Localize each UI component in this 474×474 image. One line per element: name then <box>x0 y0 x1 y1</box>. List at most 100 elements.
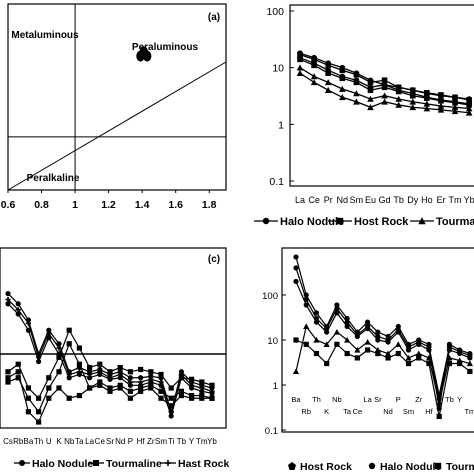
panel-c-legend-marker <box>19 460 25 466</box>
panel-c-point <box>107 388 113 394</box>
panel-c-point <box>66 327 72 333</box>
panel-c-x-tick-label: Nd <box>115 437 125 446</box>
panel-a-frame <box>7 3 227 191</box>
panel-d-point <box>354 332 360 338</box>
panel-b-point <box>296 69 304 76</box>
panel-d-point <box>313 319 320 325</box>
panel-d-y-tick-label: 100 <box>262 291 278 302</box>
panel-b-point <box>437 106 445 113</box>
panel-c-point <box>189 385 195 391</box>
panel-c-point <box>189 392 195 399</box>
panel-c-x-tick-label: Ta <box>75 437 84 446</box>
panel-c-point <box>178 392 184 399</box>
panel-c-point <box>87 375 93 381</box>
panel-b-legend-marker <box>336 217 344 225</box>
panel-b-x-tick-label: Dy <box>407 195 418 205</box>
panel-c-point <box>138 375 144 381</box>
panel-c-point <box>25 395 31 401</box>
panel-c-point <box>168 395 174 401</box>
panel-c-legend-marker <box>93 460 99 466</box>
panel-d-point <box>467 353 473 359</box>
panel-c-point <box>5 379 11 385</box>
panel-d-point <box>292 368 300 375</box>
panel-c-point <box>158 388 164 394</box>
panel-d-point <box>384 350 392 357</box>
panel-d-x-tick-label: Y <box>457 395 462 404</box>
panel-d-point <box>313 310 320 316</box>
panel-b-point <box>423 100 431 107</box>
panel-d-point <box>303 296 309 302</box>
panel-c-x-tick-label: Ce <box>95 437 106 446</box>
panel-c-x-tick-label: Cs <box>3 437 13 446</box>
panel-d-legend-label: Halo Nodule <box>380 461 441 473</box>
panel-c-point <box>5 301 11 307</box>
panel-b-frame <box>289 4 474 187</box>
panel-d-point <box>334 305 340 312</box>
panel-c-x-tick-label: Tm <box>196 437 208 446</box>
panel-c-point <box>138 385 144 391</box>
panel-c-point <box>46 335 52 341</box>
panel-d-point <box>446 354 453 361</box>
panel-d-x-tick-label: K <box>324 407 329 416</box>
panel-b-legend-label: Tourma <box>436 216 474 228</box>
panel-d-point <box>313 336 320 343</box>
panel-c-point <box>25 385 31 391</box>
panel-d-x-tick-label: Hf <box>425 407 433 416</box>
panel-c-point <box>199 379 205 385</box>
panel-d-point <box>324 325 330 332</box>
panel-a-x-tick-label: 1 <box>72 199 78 211</box>
panel-d-point <box>385 333 391 340</box>
panel-b-point <box>409 92 416 99</box>
panel-d-x-tick-label: Tb <box>445 395 454 404</box>
panel-d-legend-marker <box>288 462 296 470</box>
panel-c-point <box>5 375 11 381</box>
panel-c-point <box>178 369 184 375</box>
panel-b-x-tick-label: Ho <box>421 195 433 205</box>
panel-b-point <box>424 90 430 96</box>
panel-d-series-line <box>295 256 471 409</box>
panel-d-y-tick-label: 10 <box>267 336 278 347</box>
panel-d-point <box>375 350 381 357</box>
panel-c-point <box>158 395 164 401</box>
panel-b-point <box>338 85 346 92</box>
panel-b-point <box>395 88 402 95</box>
panel-b-x-tick-label: Eu <box>365 195 376 205</box>
panel-d-point <box>426 344 432 350</box>
panel-c-point <box>117 375 123 381</box>
panel-c-point <box>66 395 72 401</box>
panel-a-diagonal-divider <box>7 61 227 191</box>
panel-b-point <box>409 98 417 105</box>
panel-a-point <box>142 50 152 62</box>
panel-b-point <box>452 94 458 101</box>
panel-b-point <box>465 105 473 112</box>
panel-b-point <box>451 107 459 115</box>
panel-b-point <box>367 79 374 86</box>
panel-d-point <box>375 329 381 335</box>
panel-b-point <box>310 79 318 86</box>
panel-b-point <box>324 86 332 94</box>
panel-b-point <box>311 62 317 69</box>
panel-b-y-tick-label: 10 <box>272 63 284 75</box>
panel-b-point <box>409 103 417 111</box>
panel-d-series-line <box>295 267 471 396</box>
panel-d-point <box>425 354 433 361</box>
panel-d-x-tick-label: Sm <box>403 407 414 416</box>
panel-b-point <box>353 71 360 78</box>
panel-b-legend-marker <box>418 217 426 225</box>
panel-c-x-tick-label: Yb <box>207 437 217 446</box>
panel-c-point <box>127 369 133 375</box>
panel-c-x-tick-label: Ti <box>168 437 175 446</box>
panel-c-point <box>66 341 72 347</box>
panel-d-point <box>324 329 330 335</box>
panel-d-x-tick-label: Ta <box>343 407 352 416</box>
panel-c-point <box>87 369 93 375</box>
panel-c-point <box>127 382 133 388</box>
panel-d-x-tick-label: Ce <box>353 407 363 416</box>
panel-d-legend-label: Tourma <box>446 461 474 473</box>
panel-d-point <box>395 327 401 333</box>
panel-d-x-tick-label: La <box>363 395 372 404</box>
panel-c-point <box>76 361 82 367</box>
panel-c-point <box>36 395 42 401</box>
panel-b-x-tick-label: Ce <box>308 195 320 205</box>
